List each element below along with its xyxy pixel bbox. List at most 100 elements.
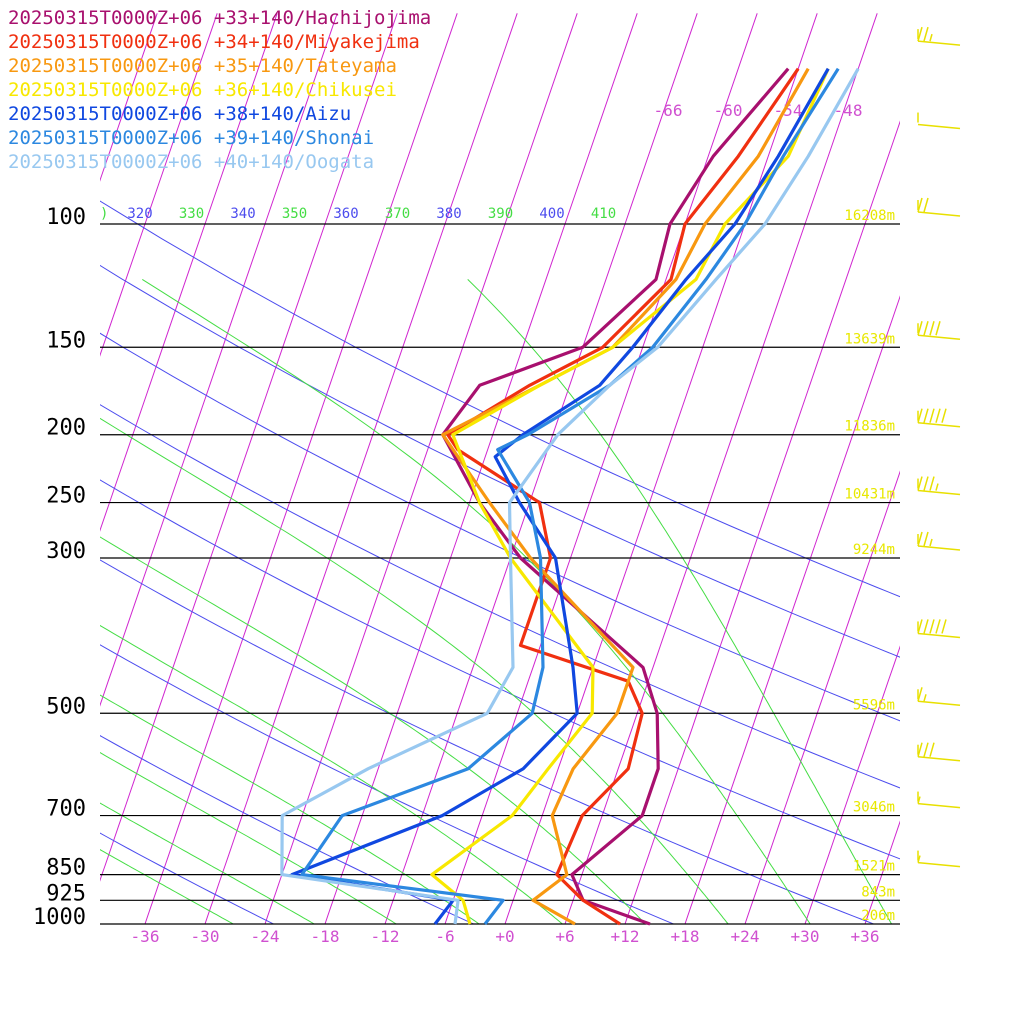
wind-barb: [917, 476, 961, 496]
pressure-tick-label: 300: [46, 539, 86, 564]
height-label: 11836m: [844, 419, 895, 435]
dry-adiabat-line: [100, 264, 900, 658]
upper-temperature-label: -66: [654, 101, 683, 120]
wind-barb: [917, 112, 961, 130]
pressure-tick-label: 700: [46, 797, 86, 822]
height-label: 5596m: [853, 697, 895, 713]
moist-adiabat-line: [100, 417, 729, 924]
series-line: [290, 67, 830, 925]
isotherm-line: [864, 820, 900, 924]
pressure-tick-label: 500: [46, 694, 86, 719]
height-label: 843m: [861, 884, 895, 900]
isotherm-line: [204, 13, 518, 924]
moist-adiabat-line: [467, 279, 893, 924]
legend-item: 20250315T0000Z+06 +40+140/Oogata: [8, 151, 375, 173]
dry-adiabat-line: [100, 559, 875, 924]
theta-label: 390: [488, 206, 513, 222]
temperature-tick-label: -30: [191, 927, 220, 946]
legend-item: 20250315T0000Z+06 +34+140/Miyakejima: [8, 31, 420, 53]
temperature-tick-label: +24: [731, 927, 760, 946]
temperature-tick-label: -6: [435, 927, 454, 946]
isotherm-line: [744, 470, 900, 924]
temperature-tick-label: +12: [611, 927, 640, 946]
theta-label: 410: [591, 206, 616, 222]
isotherm-line: [985, 13, 1024, 924]
height-label: 13639m: [844, 331, 895, 347]
dry-adiabat-line: [100, 332, 900, 722]
wind-barb: [917, 742, 961, 762]
height-label: 16208m: [844, 208, 895, 224]
theta-label: 350: [282, 206, 307, 222]
legend: 20250315T0000Z+06 +33+140/Hachijojima 202…: [8, 6, 431, 174]
series-line: [280, 67, 860, 925]
legend-item: 20250315T0000Z+06 +35+140/Tateyama: [8, 55, 397, 77]
sounding-series-group: [280, 67, 860, 926]
wind-barb: [917, 531, 961, 551]
moist-adiabat-line: [100, 802, 316, 924]
pressure-tick-label: 150: [46, 328, 86, 353]
moist-adiabat-line: [100, 849, 235, 924]
temperature-tick-label: -18: [311, 927, 340, 946]
wind-barb: [917, 321, 961, 341]
upper-temperature-label: -48: [834, 101, 863, 120]
pressure-tick-label: 250: [46, 484, 86, 509]
wind-barb: [917, 408, 961, 428]
pressure-tick-label: 200: [46, 416, 86, 441]
theta-label: 400: [539, 206, 564, 222]
dry-adiabat-line: [100, 832, 275, 924]
dry-adiabat-line: [100, 479, 900, 860]
upper-temperature-label: -60: [714, 101, 743, 120]
theta-label: 380: [436, 206, 461, 222]
temperature-tick-label: +6: [555, 927, 574, 946]
height-label: 3046m: [853, 800, 895, 816]
isotherm-line: [324, 13, 638, 924]
temperature-tick-label: -12: [371, 927, 400, 946]
dry-adiabat-line: [100, 200, 900, 598]
isotherm-line: [100, 13, 398, 882]
wind-barb: [917, 850, 961, 868]
isotherm-line: [100, 13, 338, 707]
moist-adiabat-line: [100, 624, 564, 924]
pressure-tick-label: 100: [46, 205, 86, 230]
series-line: [446, 67, 800, 926]
isotherm-line: [624, 120, 900, 924]
pressure-tick-label: 850: [46, 856, 86, 881]
moist-adiabat-line: [100, 751, 398, 924]
legend-item: 20250315T0000Z+06 +33+140/Hachijojima: [8, 7, 432, 29]
height-label: 206m: [861, 908, 895, 924]
height-label: 1521m: [853, 859, 895, 875]
temperature-tick-label: +30: [791, 927, 820, 946]
temperature-tick-label: +18: [671, 927, 700, 946]
isotherm-line: [684, 295, 900, 924]
wind-barb: [917, 687, 961, 707]
temperature-tick-label: -24: [251, 927, 280, 946]
isotherm-line: [504, 13, 818, 924]
moist-adiabat-line: [100, 536, 647, 924]
temperature-tick-label: +36: [851, 927, 880, 946]
height-label: 10431m: [844, 487, 895, 503]
wind-barbs: [917, 26, 961, 868]
legend-item: 20250315T0000Z+06 +38+140/Aizu: [8, 103, 352, 125]
theta-label: 330: [179, 206, 204, 222]
wind-barb: [917, 197, 961, 217]
theta-label: ): [100, 206, 108, 222]
temperature-tick-label: -36: [131, 927, 160, 946]
pressure-tick-label: 1000: [33, 905, 86, 930]
legend-item: 20250315T0000Z+06 +36+140/Chikusei: [8, 79, 397, 101]
theta-label: 370: [385, 206, 410, 222]
theta-label: 340: [230, 206, 255, 222]
wind-barb: [917, 26, 961, 46]
wind-barb: [917, 791, 961, 809]
dry-adiabat-line: [100, 404, 900, 789]
series-line: [441, 67, 790, 926]
isotherm-line: [144, 13, 458, 924]
theta-label: 360: [333, 206, 358, 222]
pressure-tick-label: 925: [46, 881, 86, 906]
isotherm-line: [100, 13, 278, 532]
dry-adiabat-line: [100, 644, 675, 924]
temperature-tick-label: +0: [495, 927, 514, 946]
series-line: [430, 68, 830, 925]
isotherm-line: [564, 13, 878, 924]
isotherm-line: [925, 13, 1024, 924]
